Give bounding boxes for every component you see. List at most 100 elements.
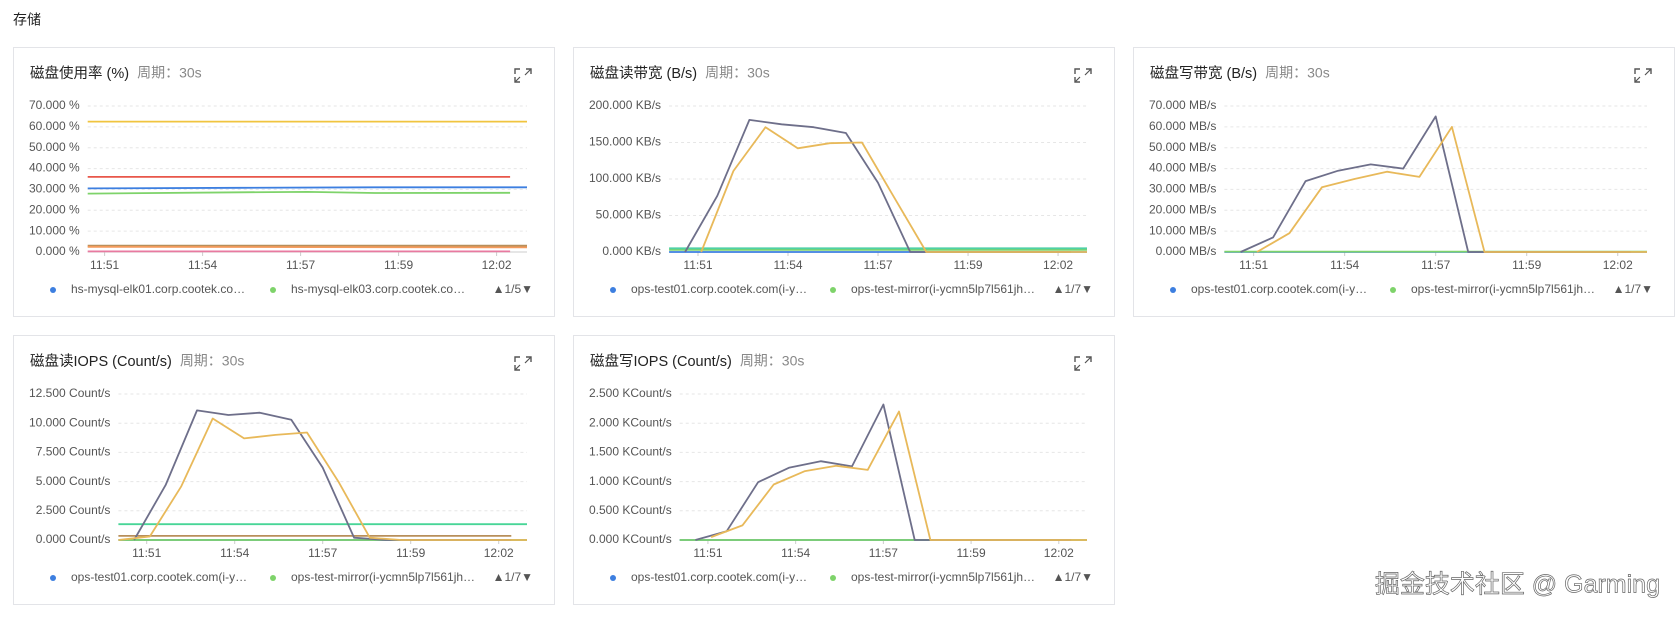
x-tick-label: 11:54 xyxy=(781,546,810,560)
legend-label[interactable]: ops-test01.corp.cootek.com(i-y… xyxy=(631,570,807,584)
legend-label[interactable]: ops-test-mirror(i-ycmn5lp7l561jh… xyxy=(851,282,1035,296)
y-tick-label: 5.000 Count/s xyxy=(36,474,111,488)
expand-icon-arrow[interactable] xyxy=(1074,68,1092,83)
panel: 磁盘写带宽 (B/s) 周期：30s 0.000 MB/s 10.000 MB/s 20… xyxy=(1133,47,1675,317)
legend-pager[interactable]: ▲1/7▼ xyxy=(1613,282,1653,296)
x-tick-label: 11:57 xyxy=(286,258,315,272)
series-line xyxy=(87,186,527,190)
legend-label[interactable]: ops-test01.corp.cootek.com(i-y… xyxy=(631,282,807,296)
x-tick-label: 11:59 xyxy=(1512,258,1541,272)
legend-label[interactable]: ops-test-mirror(i-ycmn5lp7l561jh… xyxy=(291,570,475,584)
series-line xyxy=(710,410,1087,541)
x-tick-label: 11:57 xyxy=(863,258,892,272)
legend-dot xyxy=(1390,287,1396,293)
legend-pager[interactable]: ▲1/5▼ xyxy=(493,282,533,296)
y-tick-label: 2.500 KCount/s xyxy=(589,386,672,400)
legend-label[interactable]: hs-mysql-elk01.corp.cootek.co… xyxy=(71,282,245,296)
y-tick-label: 0.000 Count/s xyxy=(36,532,111,546)
y-tick-label: 50.000 % xyxy=(29,140,80,154)
y-tick-label: 60.000 % xyxy=(29,119,80,133)
legend-dot xyxy=(830,287,836,293)
legend-label[interactable]: ops-test-mirror(i-ycmn5lp7l561jh… xyxy=(851,570,1035,584)
y-tick-label: 0.000 % xyxy=(36,244,80,258)
y-tick-label: 2.000 KCount/s xyxy=(589,415,672,429)
panel-subtitle: 周期：30s xyxy=(740,353,805,369)
panel-frame xyxy=(573,335,1115,605)
series-line xyxy=(87,191,511,195)
y-tick-label: 0.000 KB/s xyxy=(602,244,661,258)
y-tick-label: 150.000 KB/s xyxy=(589,135,661,149)
legend-dot xyxy=(50,287,56,293)
y-tick-label: 10.000 Count/s xyxy=(29,415,110,429)
x-tick-label: 11:57 xyxy=(1421,258,1450,272)
legend-pager[interactable]: ▲1/7▼ xyxy=(493,570,533,584)
x-tick-label: 11:54 xyxy=(1330,258,1359,272)
legend-label[interactable]: ops-test01.corp.cootek.com(i-y… xyxy=(71,570,247,584)
x-tick-label: 11:51 xyxy=(1239,258,1268,272)
y-tick-label: 20.000 % xyxy=(29,202,80,216)
legend-dot xyxy=(1170,287,1176,293)
watermark: 掘金技术社区 @ Garming xyxy=(1375,571,1660,599)
y-tick-label: 10.000 % xyxy=(29,223,80,237)
x-tick-label: 11:51 xyxy=(683,258,712,272)
panel: 磁盘读带宽 (B/s) 周期：30s 0.000 KB/s 50.000 KB/s 10… xyxy=(573,47,1115,317)
legend-pager[interactable]: ▲1/7▼ xyxy=(1053,282,1093,296)
x-tick-label: 11:59 xyxy=(957,546,986,560)
panel-frame xyxy=(573,47,1115,317)
panel: 磁盘读IOPS (Count/s) 周期：30s 0.000 Count/s 2.50… xyxy=(13,335,555,605)
panel-subtitle: 周期：30s xyxy=(137,65,202,81)
legend-label[interactable]: ops-test-mirror(i-ycmn5lp7l561jh… xyxy=(1411,282,1595,296)
panel-title: 磁盘写带宽 (B/s) xyxy=(1150,64,1257,82)
y-tick-label: 1.500 KCount/s xyxy=(589,445,672,459)
y-tick-label: 200.000 KB/s xyxy=(589,98,661,112)
x-tick-label: 12:02 xyxy=(1044,546,1074,560)
legend-label[interactable]: ops-test01.corp.cootek.com(i-y… xyxy=(1191,282,1367,296)
y-tick-label: 100.000 KB/s xyxy=(589,171,661,185)
y-tick-label: 30.000 % xyxy=(29,182,80,196)
series-line xyxy=(1256,126,1647,253)
x-tick-label: 11:54 xyxy=(220,546,249,560)
series-line xyxy=(118,417,527,541)
panel-subtitle: 周期：30s xyxy=(180,353,245,369)
y-tick-label: 40.000 MB/s xyxy=(1149,161,1216,175)
y-tick-label: 30.000 MB/s xyxy=(1149,182,1216,196)
panel-title: 磁盘读带宽 (B/s) xyxy=(590,64,697,82)
x-tick-label: 12:02 xyxy=(1043,258,1073,272)
x-tick-label: 11:54 xyxy=(773,258,802,272)
legend-dot xyxy=(50,575,56,581)
y-tick-label: 40.000 % xyxy=(29,161,80,175)
legend-dot xyxy=(270,575,276,581)
y-tick-label: 10.000 MB/s xyxy=(1149,223,1216,237)
series-line xyxy=(700,126,1087,253)
legend-pager[interactable]: ▲1/7▼ xyxy=(1053,570,1093,584)
series-line xyxy=(87,245,528,249)
y-tick-label: 7.500 Count/s xyxy=(36,445,111,459)
expand-icon-arrow[interactable] xyxy=(514,68,532,83)
section-title: 存储 xyxy=(13,12,41,28)
y-tick-label: 60.000 MB/s xyxy=(1149,119,1216,133)
legend-dot xyxy=(610,575,616,581)
panel-title: 磁盘写IOPS (Count/s) xyxy=(590,352,732,370)
y-tick-label: 0.000 KCount/s xyxy=(589,532,672,546)
y-tick-label: 0.500 KCount/s xyxy=(589,503,672,517)
expand-icon-arrow[interactable] xyxy=(1074,356,1092,371)
expand-icon-arrow[interactable] xyxy=(514,356,532,371)
x-tick-label: 12:02 xyxy=(1603,258,1633,272)
y-tick-label: 0.000 MB/s xyxy=(1156,244,1217,258)
y-tick-label: 1.000 KCount/s xyxy=(589,474,672,488)
x-tick-label: 11:57 xyxy=(308,546,337,560)
expand-icon-arrow[interactable] xyxy=(1634,68,1652,83)
legend-dot xyxy=(610,287,616,293)
x-tick-label: 11:54 xyxy=(188,258,217,272)
x-tick-label: 11:59 xyxy=(396,546,425,560)
y-tick-label: 70.000 % xyxy=(29,98,80,112)
legend-label[interactable]: hs-mysql-elk03.corp.cootek.co… xyxy=(291,282,465,296)
x-tick-label: 11:57 xyxy=(869,546,898,560)
x-tick-label: 12:02 xyxy=(484,546,514,560)
x-tick-label: 11:51 xyxy=(132,546,161,560)
y-tick-label: 70.000 MB/s xyxy=(1149,98,1216,112)
panel-subtitle: 周期：30s xyxy=(1265,65,1330,81)
panel-title: 磁盘使用率 (%) xyxy=(30,64,129,82)
legend-dot xyxy=(830,575,836,581)
